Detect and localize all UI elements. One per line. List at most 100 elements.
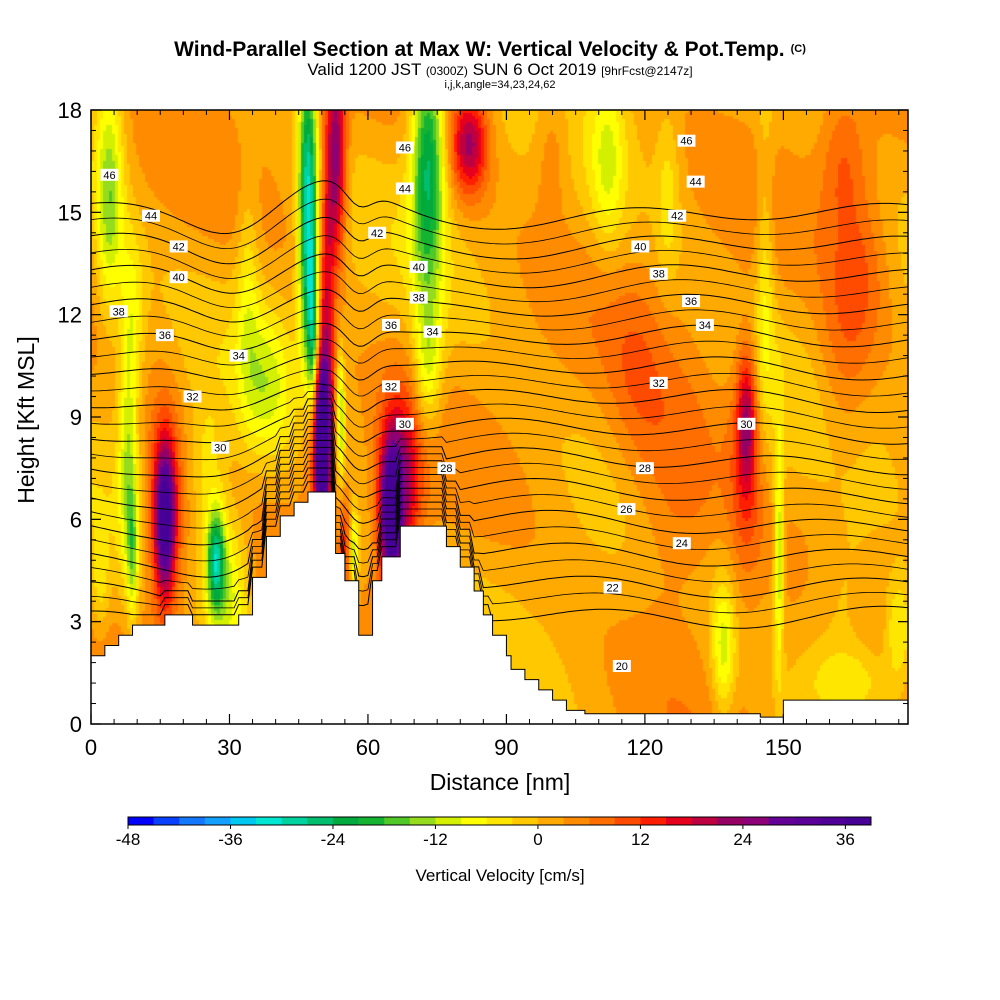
contour-label-box — [617, 503, 636, 516]
isentrope-32 — [91, 398, 908, 445]
colorbar-swatch — [717, 817, 744, 825]
contour-label-box — [183, 390, 202, 403]
contour-label-40: 40 — [413, 262, 425, 274]
contour-label-38: 38 — [653, 269, 665, 281]
isentrope-28 — [91, 426, 908, 512]
colorbar-swatch — [691, 817, 718, 825]
contour-label-32: 32 — [385, 381, 397, 393]
isentrope-minor — [91, 460, 908, 590]
colorbar-swatch — [768, 817, 795, 825]
colorbar-tick-label: -48 — [116, 830, 141, 849]
contour-label-box — [395, 182, 414, 195]
contour-label-box — [437, 462, 456, 475]
colorbar-tick-label: 0 — [533, 830, 542, 849]
chart-title: Wind-Parallel Section at Max W: Vertical… — [174, 38, 806, 61]
contour-label-30: 30 — [740, 419, 752, 431]
contour-label-32: 32 — [653, 378, 665, 390]
plot-area: 4646464444444242424040403838383636363434… — [91, 110, 908, 724]
contour-label-box — [672, 537, 691, 550]
x-tick-label: 0 — [85, 735, 97, 760]
colorbar-swatch — [230, 817, 257, 825]
colorbar-swatch — [307, 817, 334, 825]
colorbar-tick-label: -12 — [423, 830, 448, 849]
contour-label-28: 28 — [639, 463, 651, 475]
contour-label-box — [603, 581, 622, 594]
contour-label-38: 38 — [113, 306, 125, 318]
subtitle-utc: (0300Z) — [426, 64, 468, 78]
contour-label-box — [409, 291, 428, 304]
isentrope-34 — [91, 383, 908, 413]
colorbar-swatch — [512, 817, 539, 825]
contour-label-46: 46 — [103, 170, 115, 182]
contour-label-box — [649, 376, 668, 389]
contour-label-34: 34 — [699, 320, 711, 332]
contour-label-28: 28 — [440, 463, 452, 475]
contour-label-46: 46 — [399, 143, 411, 155]
isentrope-minor — [91, 338, 908, 366]
isentrope-38 — [91, 322, 908, 351]
y-tick-label: 0 — [70, 712, 82, 737]
potential-temperature-contours — [91, 180, 908, 629]
contour-label-box — [409, 260, 428, 273]
isentrope-minor — [91, 198, 908, 250]
contour-label-40: 40 — [173, 272, 185, 284]
colorbar-swatch — [281, 817, 308, 825]
colorbar-tick-label: 36 — [836, 830, 855, 849]
x-tick-label: 150 — [765, 735, 802, 760]
colorbar-swatch — [666, 817, 692, 825]
contour-label-box — [635, 462, 654, 475]
y-tick-label: 12 — [58, 303, 82, 328]
colorbar-swatch — [794, 817, 821, 825]
colorbar-frame — [127, 816, 872, 826]
contour-label-box — [612, 660, 631, 673]
x-tick-label: 90 — [494, 735, 518, 760]
subtitle-date: SUN 6 Oct 2019 — [468, 60, 601, 79]
y-axis-label: Height [Kft MSL] — [13, 336, 39, 503]
isentrope-minor — [91, 405, 908, 461]
terrain — [91, 491, 908, 724]
colorbar-swatch — [179, 817, 206, 825]
contour-label-box — [677, 134, 696, 147]
contour-label-box — [382, 380, 401, 393]
contour-label-22: 22 — [606, 583, 618, 595]
isentrope-minor — [91, 305, 908, 337]
colorbar-swatch — [486, 817, 513, 825]
contour-label-box — [229, 349, 248, 362]
contour-label-box — [368, 226, 387, 239]
contour-label-30: 30 — [214, 443, 226, 455]
contour-label-box — [686, 175, 705, 188]
isentrope-20 — [91, 481, 908, 629]
contour-label-box — [682, 295, 701, 308]
contour-label-box — [211, 441, 230, 454]
contour-label-36: 36 — [685, 296, 697, 308]
colorbar-swatch — [537, 817, 564, 825]
colorbar-swatch — [409, 817, 436, 825]
contour-label-box — [668, 209, 687, 222]
contour-label-box — [737, 417, 756, 430]
contour-label-42: 42 — [671, 211, 683, 223]
contour-label-20: 20 — [616, 661, 628, 673]
contour-label-box — [631, 240, 650, 253]
colorbar-swatch — [845, 817, 872, 825]
y-tick-label: 6 — [70, 507, 82, 532]
contour-label-40: 40 — [634, 241, 646, 253]
colorbar-swatch — [640, 817, 667, 825]
chart-subtitle: Valid 1200 JST (0300Z) SUN 6 Oct 2019 [9… — [307, 60, 692, 79]
isentrope-26 — [91, 439, 908, 546]
y-tick-label: 3 — [70, 610, 82, 635]
colorbar-tick-label: 12 — [631, 830, 650, 849]
colorbar-swatch — [614, 817, 641, 825]
colorbar-swatch — [358, 817, 385, 825]
isentrope-30 — [91, 412, 908, 478]
colorbar-tick-label: 24 — [733, 830, 752, 849]
contour-label-44: 44 — [399, 183, 411, 195]
x-tick-label: 60 — [356, 735, 380, 760]
contour-label-box — [649, 267, 668, 280]
contour-label-box — [109, 305, 128, 318]
contour-label-42: 42 — [173, 241, 185, 253]
contour-label-26: 26 — [620, 504, 632, 516]
contour-label-34: 34 — [426, 327, 438, 339]
contour-label-box — [395, 141, 414, 154]
contour-labels: 4646464444444242424040403838383636363434… — [100, 134, 756, 673]
